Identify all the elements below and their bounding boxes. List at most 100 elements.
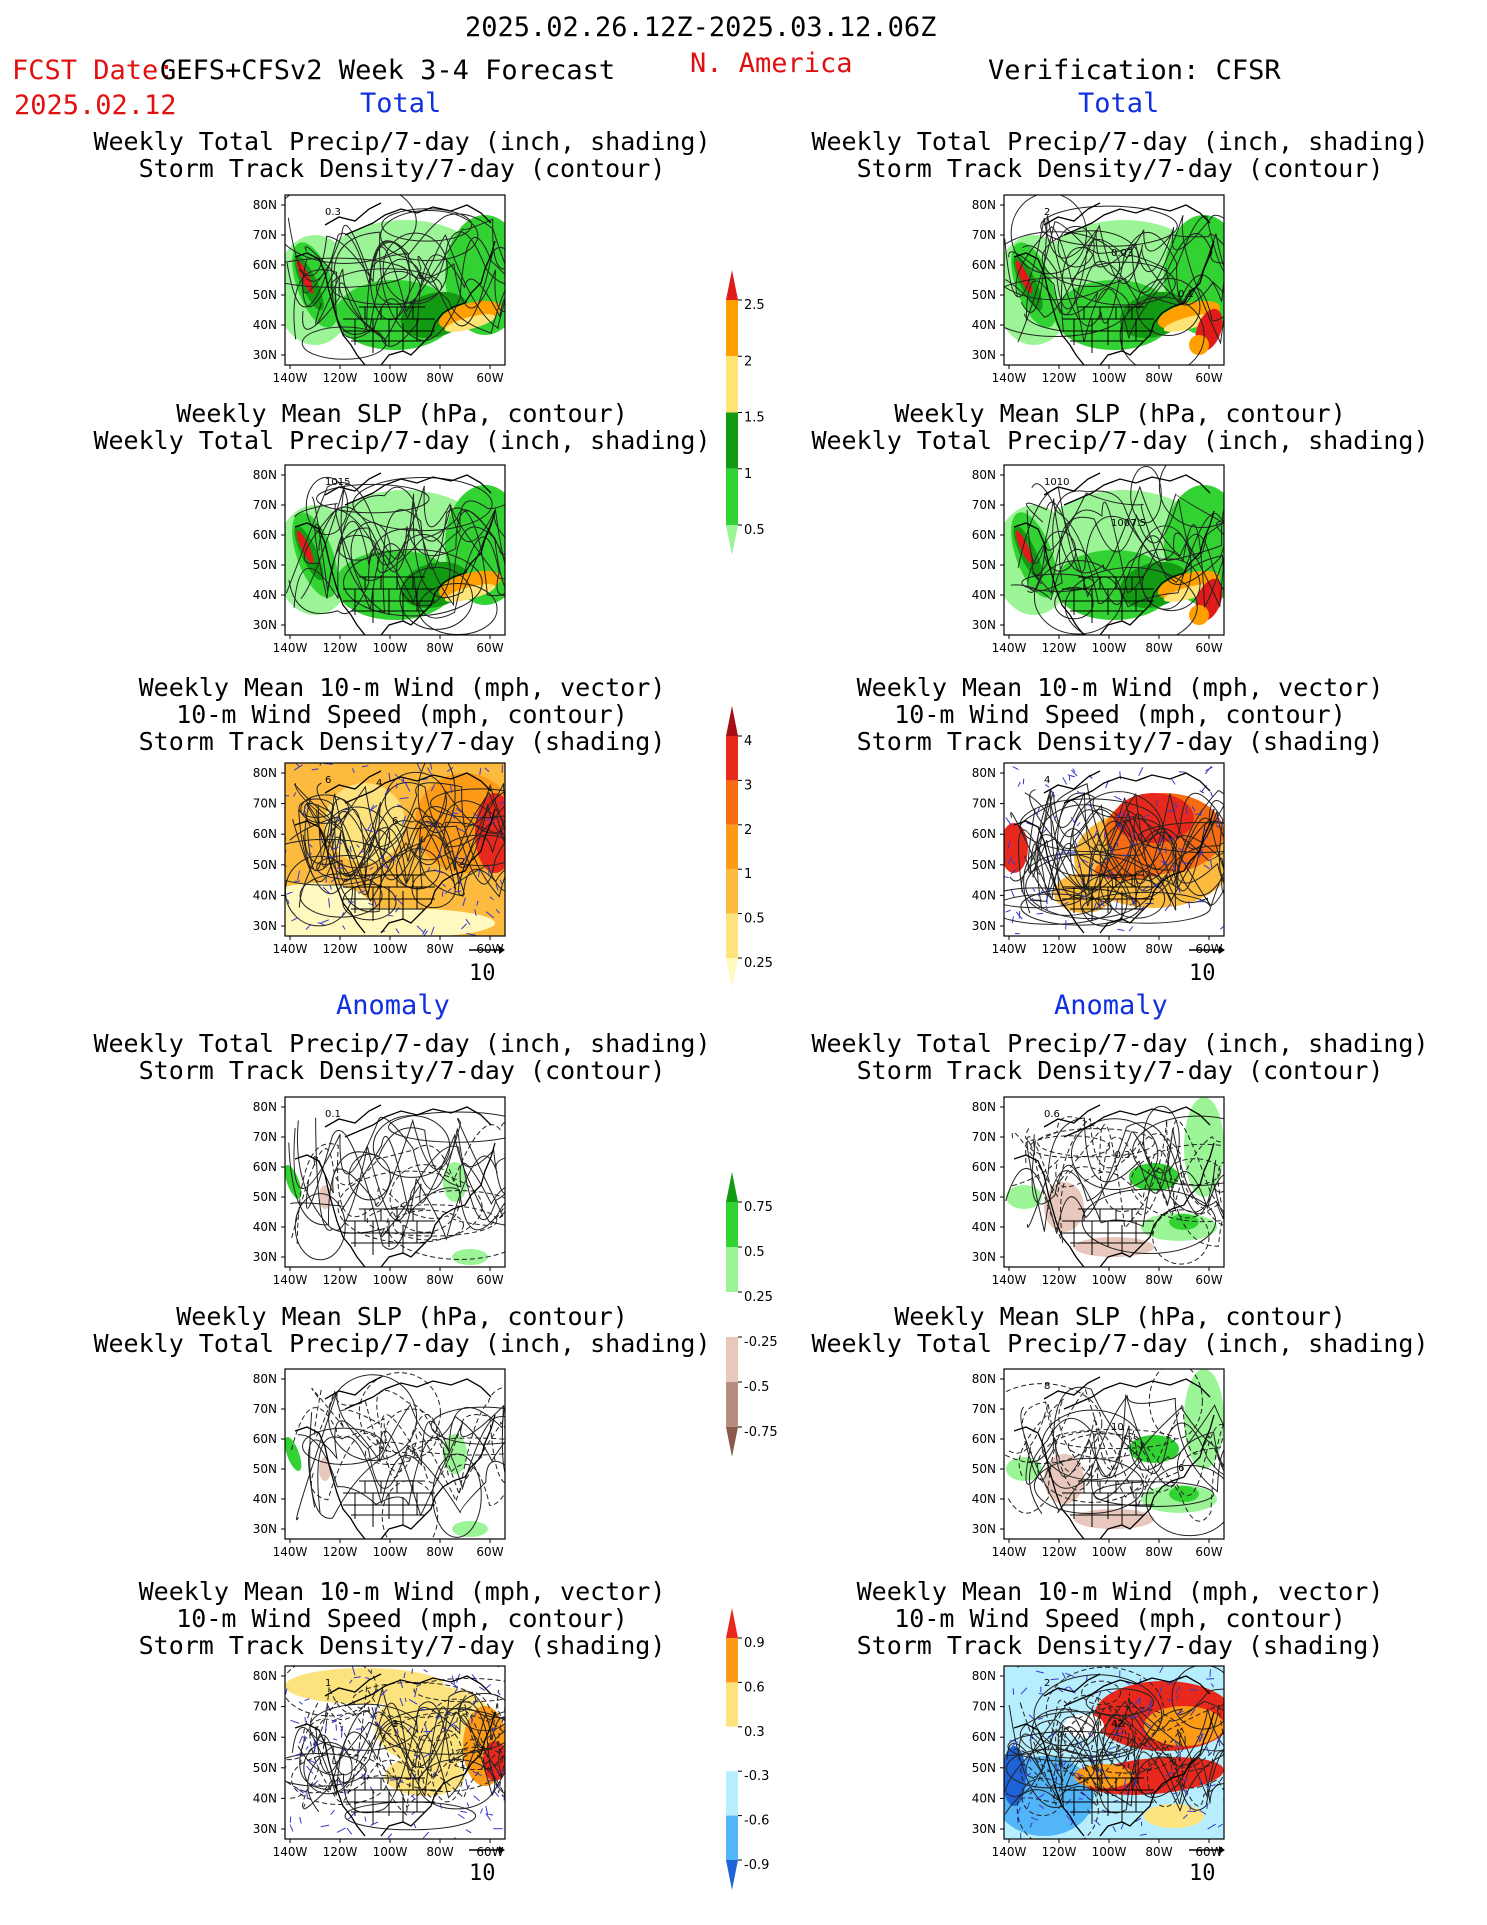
lon-label: 140W	[992, 1845, 1027, 1859]
colorbar-label: -0.3	[744, 1769, 769, 1784]
vector-reference-label: 10	[1189, 1861, 1216, 1886]
lon-label: 80W	[1145, 371, 1172, 385]
lat-label: 60N	[253, 528, 277, 542]
map-panel: 1015 80N 70N 60N 50N 40N 30N 140W 120W 100W 80W 60W	[235, 457, 525, 667]
lon-label: 140W	[273, 1273, 308, 1287]
panel-title-line: Storm Track Density/7-day (contour)	[856, 1056, 1384, 1085]
lon-label: 120W	[323, 371, 358, 385]
contour-label: -0.3	[1111, 1150, 1131, 1161]
lon-label: 60W	[1195, 942, 1222, 956]
vector-reference-label: 10	[1189, 961, 1216, 986]
panel-title-line: Weekly Mean SLP (hPa, contour)	[894, 1302, 1346, 1331]
lat-label: 30N	[253, 1250, 277, 1264]
lat-label: 60N	[253, 1730, 277, 1744]
colorbar-label: 1.5	[744, 411, 765, 426]
lon-label: 100W	[373, 942, 408, 956]
lat-label: 50N	[972, 1462, 996, 1476]
lat-label: 40N	[253, 888, 277, 902]
map-field: 8 10 6	[1004, 1369, 1224, 1539]
date-range: 2025.02.26.12Z-2025.03.12.06Z	[465, 12, 937, 43]
lat-label: 50N	[972, 858, 996, 872]
panel-title-line: Weekly Mean 10-m Wind (mph, vector)	[856, 1577, 1384, 1606]
colorbar-label: 0.9	[744, 1636, 765, 1651]
lon-label: 80W	[426, 371, 453, 385]
lat-label: 70N	[253, 1130, 277, 1144]
colorbar-total_precip: 2.521.510.50.25	[718, 270, 788, 594]
lat-label: 70N	[972, 1700, 996, 1714]
lat-label: 40N	[253, 1492, 277, 1506]
lon-label: 120W	[323, 1545, 358, 1559]
lon-label: 140W	[992, 641, 1027, 655]
panel-title-line: Weekly Total Precip/7-day (inch, shading…	[93, 426, 711, 455]
map-field: 1015	[285, 465, 505, 635]
lon-label: 140W	[992, 1273, 1027, 1287]
lat-label: 60N	[972, 258, 996, 272]
colorbar-label: 0.6	[744, 1680, 765, 1695]
colorbar-anom_precip: 0.75 0.5 0.25 -0.25 -0.5 -0.75	[718, 1172, 788, 1461]
lon-label: 60W	[1195, 371, 1222, 385]
lat-label: 70N	[972, 228, 996, 242]
panel-title-line: Storm Track Density/7-day (contour)	[138, 1056, 666, 1085]
lon-label: 100W	[1092, 641, 1127, 655]
lon-label: 80W	[426, 641, 453, 655]
contour-label: 1010	[1044, 477, 1069, 488]
panel-title-line: Weekly Total Precip/7-day (inch, shading…	[93, 1329, 711, 1358]
contour-label: 4	[376, 778, 382, 789]
lat-label: 80N	[972, 468, 996, 482]
lat-label: 70N	[253, 1700, 277, 1714]
colorbar-label: -0.75	[744, 1425, 778, 1440]
lon-label: 100W	[1092, 1545, 1127, 1559]
contour-label: 1015	[325, 477, 350, 488]
lat-label: 40N	[972, 1220, 996, 1234]
lat-label: 80N	[972, 1100, 996, 1114]
map-panel: 1 2 1 80N 70N 60N 50N 40N 30N 140W 120W 100W 80W 60W	[235, 1658, 525, 1871]
fcst-date-label: FCST Date:	[12, 55, 175, 86]
vector-reference: 10	[467, 1842, 507, 1886]
model-label: GEFS+CFSv2 Week 3-4 Forecast	[160, 55, 616, 86]
map-panel: 2 42 80N 70N 60N 50N 40N 30N 140W 120W 100W 80W 60W	[954, 1658, 1244, 1871]
colorbar-label: 2	[744, 354, 752, 369]
lon-label: 120W	[1042, 942, 1077, 956]
lat-label: 80N	[253, 1669, 277, 1683]
colorbar-label: 0.25	[744, 1290, 773, 1305]
lat-label: 70N	[253, 1402, 277, 1416]
lon-label: 80W	[1145, 1845, 1172, 1859]
lat-label: 60N	[972, 1160, 996, 1174]
lon-label: 60W	[1195, 1845, 1222, 1859]
contour-label: 6	[392, 816, 398, 827]
lat-label: 80N	[253, 468, 277, 482]
colorbar-label: 0.5	[744, 912, 765, 927]
lat-label: 30N	[972, 1822, 996, 1836]
lat-label: 30N	[253, 618, 277, 632]
panel-title-line: Storm Track Density/7-day (shading)	[138, 1631, 666, 1660]
lat-label: 40N	[253, 588, 277, 602]
map-field: 2 42	[1004, 1666, 1224, 1839]
map-panel: 0.1 80N 70N 60N 50N 40N 30N 140W 120W 100W 80W 60W	[235, 1089, 525, 1299]
lon-label: 140W	[992, 942, 1027, 956]
lat-label: 80N	[972, 1372, 996, 1386]
section-anomaly-right: Anomaly	[1054, 990, 1168, 1021]
panel-title-line: Weekly Total Precip/7-day (inch, shading…	[93, 127, 711, 156]
lat-label: 40N	[253, 318, 277, 332]
map-field	[285, 1369, 505, 1539]
lon-label: 100W	[373, 1273, 408, 1287]
lat-label: 30N	[253, 919, 277, 933]
map-panel: 4 80N 70N 60N 50N 40N 30N 140W 120W 100W 80W 60W	[954, 755, 1244, 968]
colorbar-label: 0.5	[744, 523, 765, 538]
colorbar-label: 0.5	[744, 1245, 765, 1260]
vector-reference: 10	[1187, 942, 1227, 986]
lat-label: 80N	[253, 766, 277, 780]
lat-label: 60N	[253, 827, 277, 841]
fcst-date-value: 2025.02.12	[14, 90, 177, 121]
lat-label: 80N	[972, 766, 996, 780]
lon-label: 140W	[992, 371, 1027, 385]
map-field: 0.3	[285, 195, 505, 365]
section-total-right: Total	[1078, 88, 1160, 119]
lat-label: 70N	[253, 228, 277, 242]
panel-title-line: Weekly Total Precip/7-day (inch, shading…	[811, 127, 1429, 156]
contour-label: 1007.5	[1111, 518, 1146, 529]
lon-label: 60W	[476, 942, 503, 956]
map-panel: 0.6 -0.3 80N 70N 60N 50N 40N 30N 140W 120W 100W 80W…	[954, 1089, 1244, 1299]
map-field: 0.6 -0.3	[1004, 1097, 1224, 1267]
colorbar-anom_storm: 0.9 0.6 0.3 -0.3 -0.6 -0.9	[718, 1608, 788, 1894]
